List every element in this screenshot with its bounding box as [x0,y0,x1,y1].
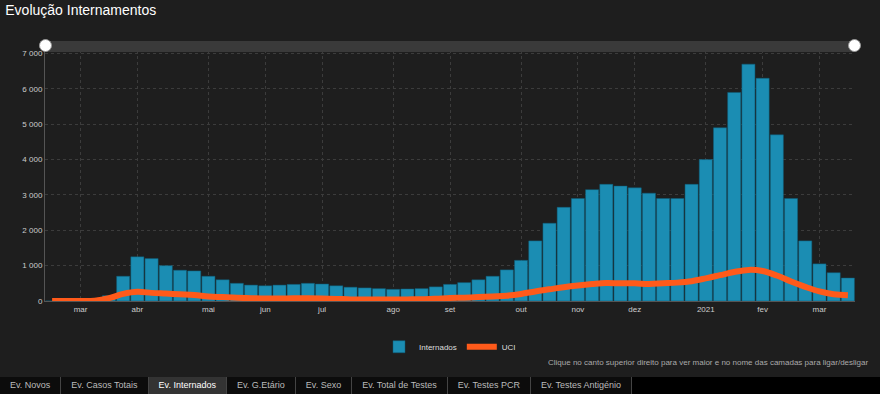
html-text:Ev. Sexo: Ev. Sexo [305,380,342,390]
svg-text:fev: fev [757,305,768,314]
svg-text:0: 0 [38,297,43,306]
svg-text:4 000: 4 000 [22,155,43,164]
svg-text:out: out [515,305,527,314]
svg-text:jul: jul [317,305,326,314]
svg-text:1 000: 1 000 [22,261,43,270]
html-text:Ev. G.Etário: Ev. G.Etário [236,380,285,390]
svg-text:Internados: Internados [419,343,457,352]
svg-text:6 000: 6 000 [22,85,43,94]
svg-text:set: set [445,305,456,314]
svg-text:7 000: 7 000 [22,49,43,58]
html-text:Ev. Internados: Ev. Internados [158,380,216,390]
svg-text:mar: mar [813,305,827,314]
html-text:Ev. Testes PCR: Ev. Testes PCR [457,380,520,390]
html-text:Ev. Testes Antigénio: Ev. Testes Antigénio [540,380,622,390]
svg-text:3 000: 3 000 [22,191,43,200]
svg-text:Evolução Internamentos: Evolução Internamentos [5,2,156,18]
svg-text:UCI: UCI [502,343,516,352]
svg-text:2021: 2021 [697,305,715,314]
html-text:Ev. Total de Testes: Ev. Total de Testes [362,380,437,390]
svg-text:dez: dez [628,305,641,314]
html-text:Ev. Casos Totais: Ev. Casos Totais [71,380,138,390]
svg-text:ago: ago [386,305,400,314]
svg-text:jun: jun [259,305,271,314]
svg-text:abr: abr [132,305,144,314]
svg-text:2 000: 2 000 [22,226,43,235]
svg-text:5 000: 5 000 [22,120,43,129]
svg-text:mar: mar [74,305,88,314]
svg-text:mai: mai [202,305,215,314]
svg-text:nov: nov [571,305,584,314]
svg-text:Clique no canto superior direi: Clique no canto superior direito para ve… [548,358,869,367]
html-text:Ev. Novos: Ev. Novos [10,380,51,390]
